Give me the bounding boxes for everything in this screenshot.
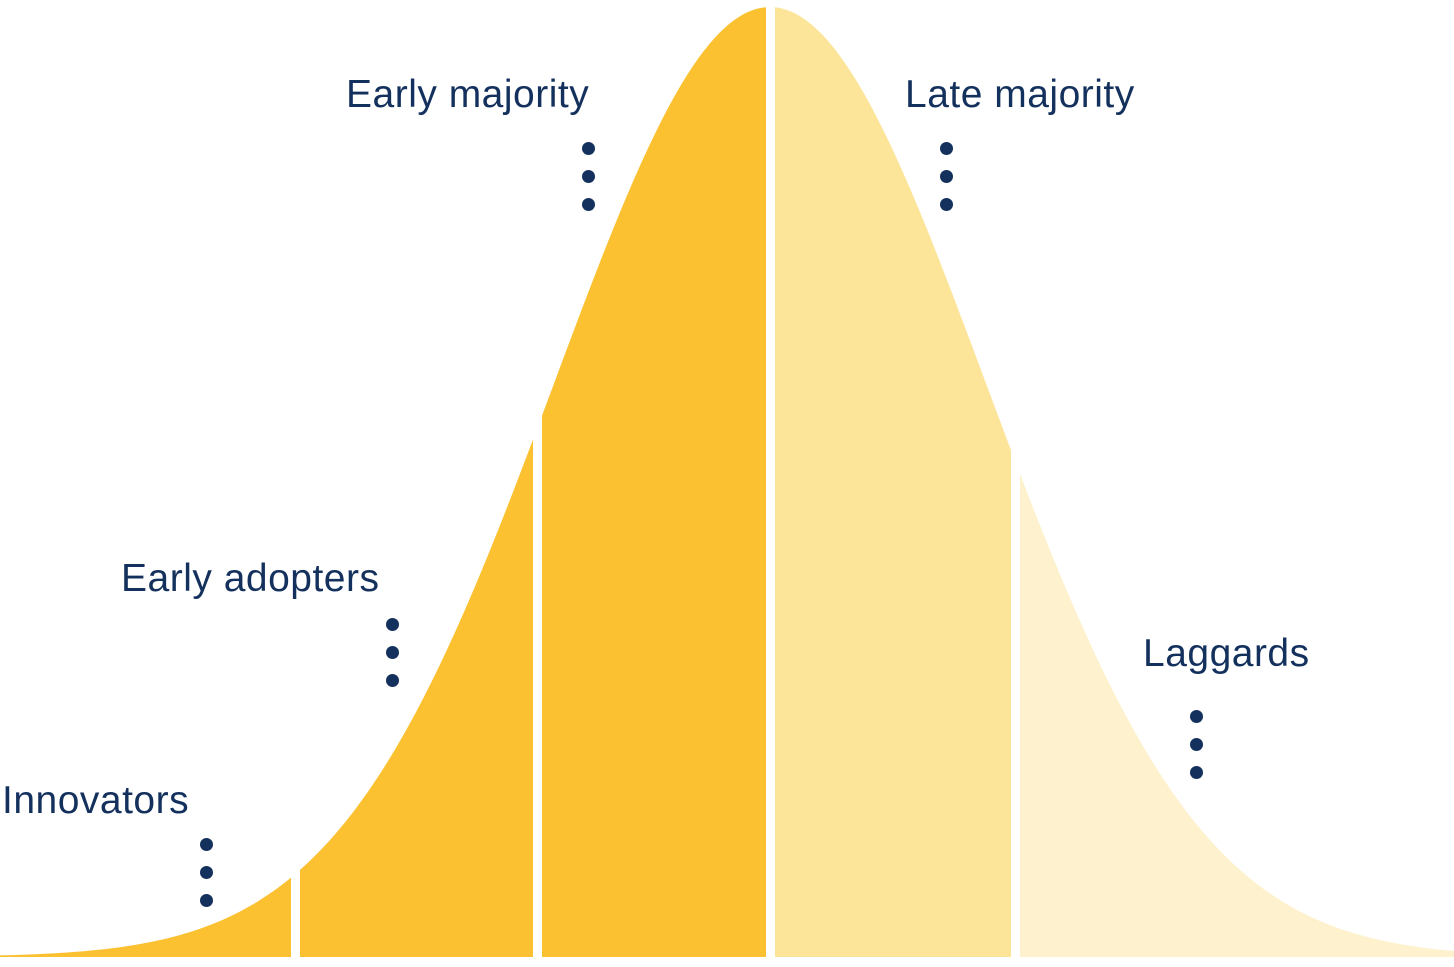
dot [582,198,595,211]
segment-label-early-majority: Early majority [346,73,590,116]
dot [582,170,595,183]
segment-area-early-adopters [300,439,533,958]
dot [1190,738,1203,751]
early-adopters-dots [386,618,399,687]
dot [940,170,953,183]
dot [386,618,399,631]
segment-area-early-majority [542,7,766,957]
innovators-dots [200,838,213,907]
dot [200,866,213,879]
late-majority-dots [940,142,953,211]
dot [200,894,213,907]
segment-label-early-adopters: Early adopters [121,557,380,600]
dot [386,646,399,659]
dot [1190,766,1203,779]
segment-area-late-majority [775,7,1011,958]
dot [386,674,399,687]
dot [582,142,595,155]
segment-area-laggards [1020,473,1454,957]
segment-label-laggards: Laggards [1143,632,1310,675]
segment-label-innovators: Innovators [2,779,190,822]
dot [940,142,953,155]
early-majority-dots [582,142,595,211]
dot [940,198,953,211]
dot [200,838,213,851]
segment-area-innovators [0,877,291,957]
laggards-dots [1190,710,1203,779]
dot [1190,710,1203,723]
segment-label-late-majority: Late majority [905,73,1135,116]
